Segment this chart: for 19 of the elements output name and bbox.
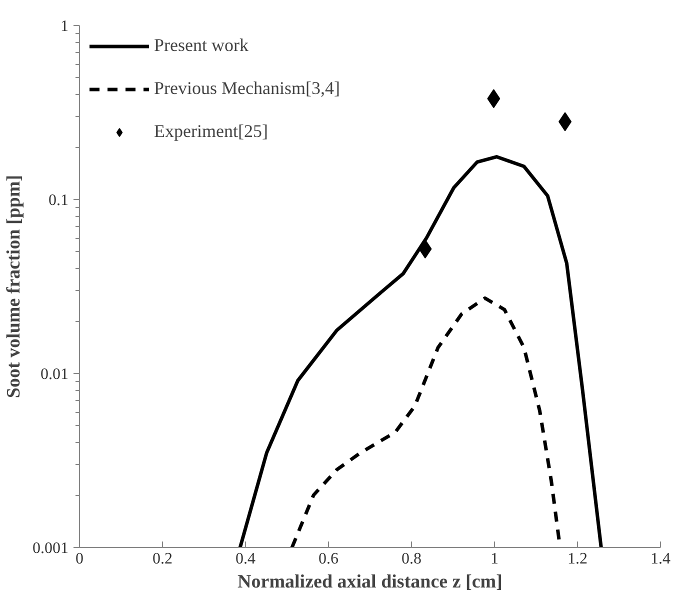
y-axis-title: Soot volume fraction [ppm] (4, 174, 24, 398)
legend-label: Previous Mechanism[3,4] (154, 78, 340, 99)
x-tick-label: 1.2 (568, 550, 588, 568)
x-tick-label: 0.2 (152, 550, 172, 568)
legend-label: Experiment[25] (154, 121, 268, 142)
x-tick-label: 0 (76, 550, 84, 568)
x-tick-label: 0.6 (318, 550, 338, 568)
x-tick-label: 0.4 (236, 550, 256, 568)
x-tick-label: 0.8 (402, 550, 422, 568)
x-tick-label: 1.4 (650, 550, 670, 568)
x-axis-title: Normalized axial distance z [cm] (238, 572, 502, 592)
line-series (238, 155, 603, 548)
y-tick-label: 0.01 (40, 366, 68, 383)
y-tick-label: 1 (60, 18, 68, 35)
y-tick-label: 0.001 (32, 540, 68, 557)
legend-label: Present work (154, 35, 248, 56)
x-tick-label: 1 (490, 550, 498, 568)
line-series (290, 296, 562, 548)
y-tick-label: 0.1 (48, 192, 68, 209)
